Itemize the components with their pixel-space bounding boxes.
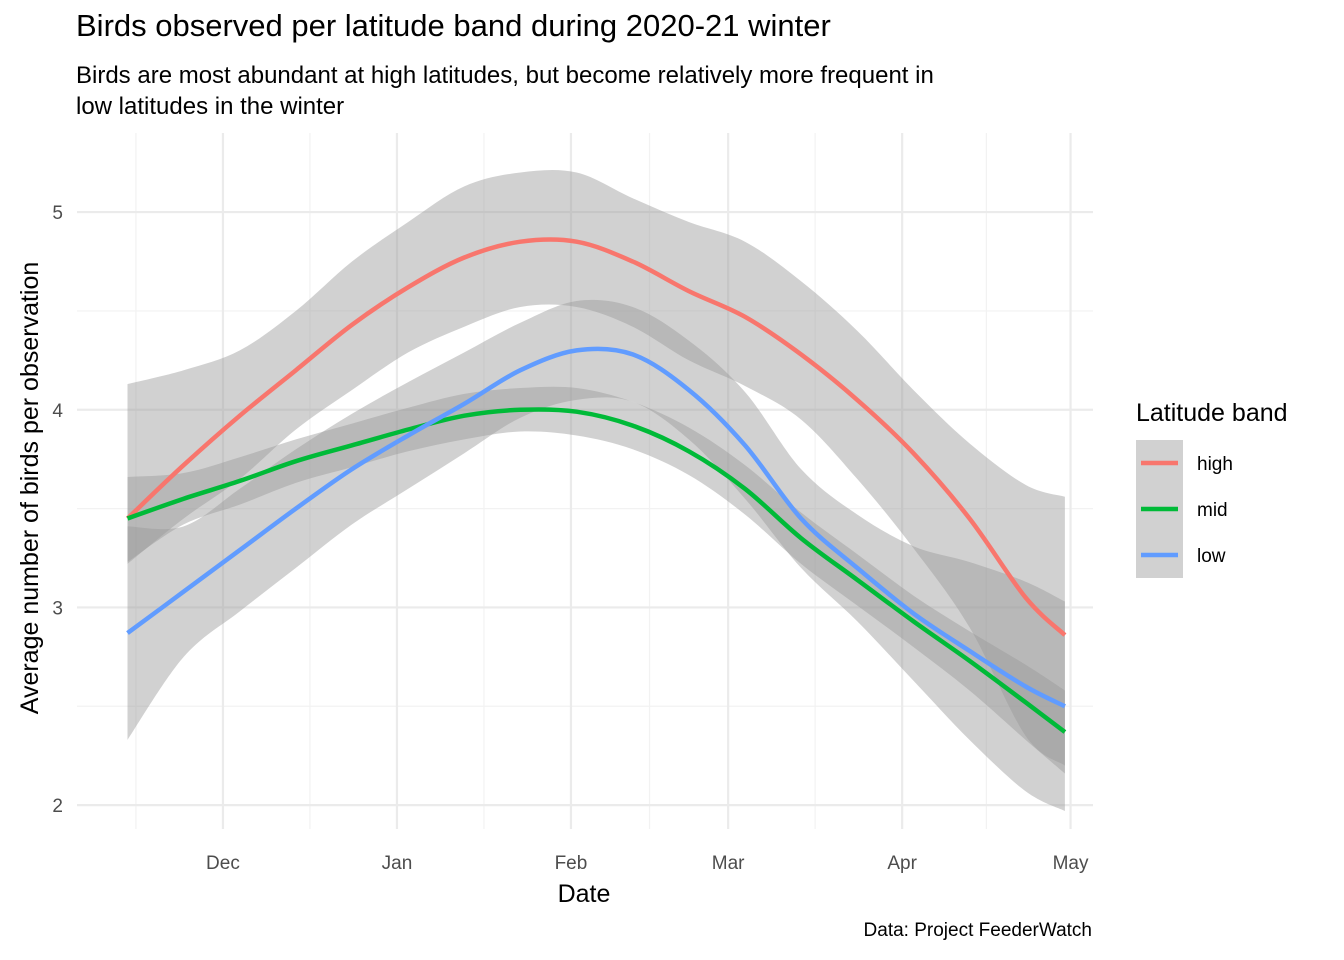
ribbon-low [127, 299, 1065, 811]
x-tick-label: Dec [206, 853, 240, 874]
x-tick-label: May [1053, 853, 1089, 874]
y-tick-label: 5 [52, 203, 63, 224]
x-axis-title: Date [558, 880, 611, 908]
series-lines [125, 237, 1067, 734]
x-tick-label: Jan [382, 853, 413, 874]
y-tick-label: 2 [52, 796, 63, 817]
legend-label-high: high [1197, 454, 1233, 475]
line-high [125, 237, 1067, 637]
x-axis-ticks: Dec Jan Feb Mar Apr May [206, 853, 1089, 874]
legend-label-low: low [1197, 546, 1226, 567]
chart-caption: Data: Project FeederWatch [863, 920, 1092, 941]
y-tick-label: 3 [52, 598, 63, 619]
ribbon-mid [127, 386, 1065, 774]
legend-title: Latitude band [1136, 399, 1288, 427]
legend-label-mid: mid [1197, 500, 1228, 521]
x-tick-label: Feb [555, 853, 588, 874]
legend: Latitude band high mid low [1136, 399, 1288, 578]
line-mid [126, 407, 1067, 734]
line-low [126, 346, 1066, 709]
y-tick-label: 4 [52, 401, 63, 422]
grid-minor [77, 133, 1093, 829]
chart-subtitle: Birds are most abundant at high latitude… [76, 62, 934, 120]
x-tick-label: Mar [712, 853, 745, 874]
chart-title: Birds observed per latitude band during … [76, 8, 831, 43]
y-axis-ticks: 2 3 4 5 [52, 203, 63, 817]
confidence-ribbons [127, 170, 1065, 811]
y-axis-title: Average number of birds per observation [16, 262, 44, 715]
x-tick-label: Apr [887, 853, 917, 874]
